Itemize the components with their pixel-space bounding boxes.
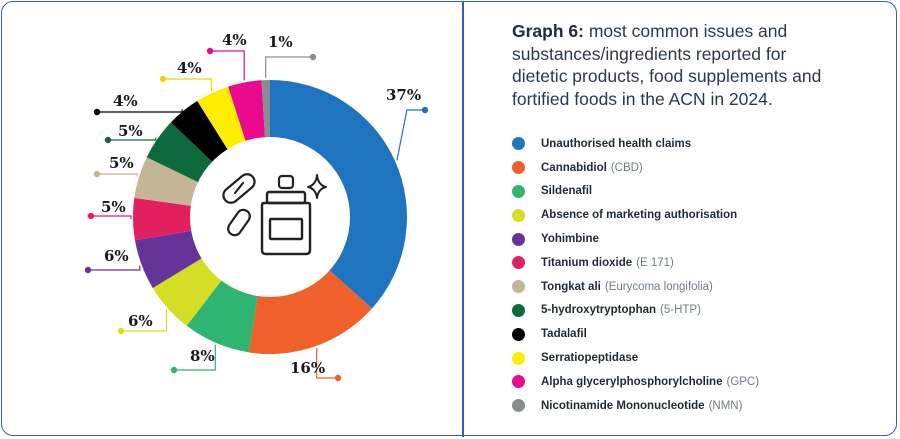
legend-item: Alpha glycerylphosphorylcholine (GPC) [512,370,759,394]
legend-swatch [512,184,525,198]
chart-title: Graph 6: most common issues and substanc… [512,20,842,110]
legend-item: Yohimbine [512,227,759,251]
legend-label: Absence of marketing authorisation [541,209,738,222]
legend-label: Serratiopeptidase [541,352,639,365]
callout-dot-3 [170,366,178,374]
legend-swatch [512,208,525,222]
legend-item: Nicotinamide Mononucleotide (NMN) [512,394,759,418]
legend-swatch [512,161,525,175]
callout-dot-10 [159,75,167,83]
legend-item: Tadalafil [512,322,759,346]
legend-note: (GPC) [726,375,760,388]
legend-swatch [512,327,525,341]
sparkle-icon [307,174,327,199]
data-label-2: 16% [290,359,325,377]
legend-item: Sildenafil [512,180,759,204]
legend: Unauthorised health claims Cannabidiol (CB… [512,132,759,418]
callout-dot-11 [206,47,214,55]
legend-label: Unauthorised health claims [541,137,692,150]
jar-icon [260,190,312,256]
legend-note: (NMN) [708,399,743,412]
legend-item: Unauthorised health claims [512,132,759,156]
legend-swatch [512,232,525,246]
callout-dot-4 [117,327,125,335]
callout-line-1 [396,109,425,161]
legend-swatch [512,375,525,389]
legend-note: (5-HTP) [660,304,701,317]
legend-label: Tadalafil [541,328,587,341]
legend-label: Nicotinamide Mononucleotide [541,399,705,412]
legend-swatch [512,303,525,317]
donut-chart: 37% 16% 8% 6% 6% 5% 5% 5% 4% 4% 4% 1% [84,31,429,382]
callout-dot-2 [334,374,342,382]
callout-line-12 [265,56,313,79]
callout-dot-6 [87,212,95,220]
legend-label: 5-hydroxytryptophan [541,304,657,317]
legend-item: Serratiopeptidase [512,346,759,370]
data-label-7: 5% [109,154,134,172]
data-label-6: 5% [101,198,126,216]
legend-label: Alpha glycerylphosphorylcholine [541,375,723,388]
callout-dot-5 [84,266,92,274]
legend-label: Titanium dioxide [541,256,633,269]
data-label-8: 5% [118,122,143,140]
legend-note: (CBD) [610,161,643,174]
data-label-9: 4% [113,92,138,110]
panel-divider [462,1,464,437]
data-label-3: 8% [190,347,215,365]
callout-line-6 [91,215,132,220]
callout-line-7 [97,173,138,177]
legend-item: Cannabidiol (CBD) [512,156,759,180]
legend-item: 5-hydroxytryptophan (5-HTP) [512,299,759,323]
legend-label: Tongkat ali [541,280,601,293]
callout-line-11 [210,50,245,81]
title-text: most common issues and substances/ingred… [512,21,822,109]
legend-swatch [512,399,525,413]
pills-icon [222,173,295,237]
legend-item: Titanium dioxide (E 171) [512,251,759,275]
legend-note: (E 171) [636,256,674,269]
legend-swatch [512,351,525,365]
callout-line-4 [121,309,168,332]
legend-label: Sildenafil [541,185,593,198]
callout-dot-1 [421,106,429,114]
legend-item: Tongkat ali (Eurycoma longifolia) [512,275,759,299]
callout-line-5 [88,265,141,271]
callout-line-9 [97,109,183,113]
callout-line-8 [108,137,157,141]
legend-swatch [512,137,525,151]
legend-item: Absence of marketing authorisation [512,203,759,227]
legend-swatch [512,280,525,294]
data-label-4: 6% [128,312,153,330]
callout-dot-8 [104,136,112,144]
data-label-5: 6% [104,247,129,265]
callout-line-3 [174,344,216,371]
data-label-10: 4% [177,59,202,77]
legend-note: (Eurycoma longifolia) [604,280,713,293]
legend-swatch [512,256,525,270]
callout-line-10 [163,78,212,91]
data-label-11: 4% [222,31,247,49]
callout-dot-12 [309,53,317,61]
title-prefix: Graph 6: [512,21,584,41]
donut-hole [190,137,350,297]
data-label-12: 1% [268,33,293,51]
callout-dot-7 [93,170,101,178]
callout-line-2 [316,347,338,379]
legend-label: Yohimbine [541,233,599,246]
data-label-1: 37% [386,86,421,104]
legend-label: Cannabidiol [541,161,607,174]
callout-dot-9 [93,108,101,116]
